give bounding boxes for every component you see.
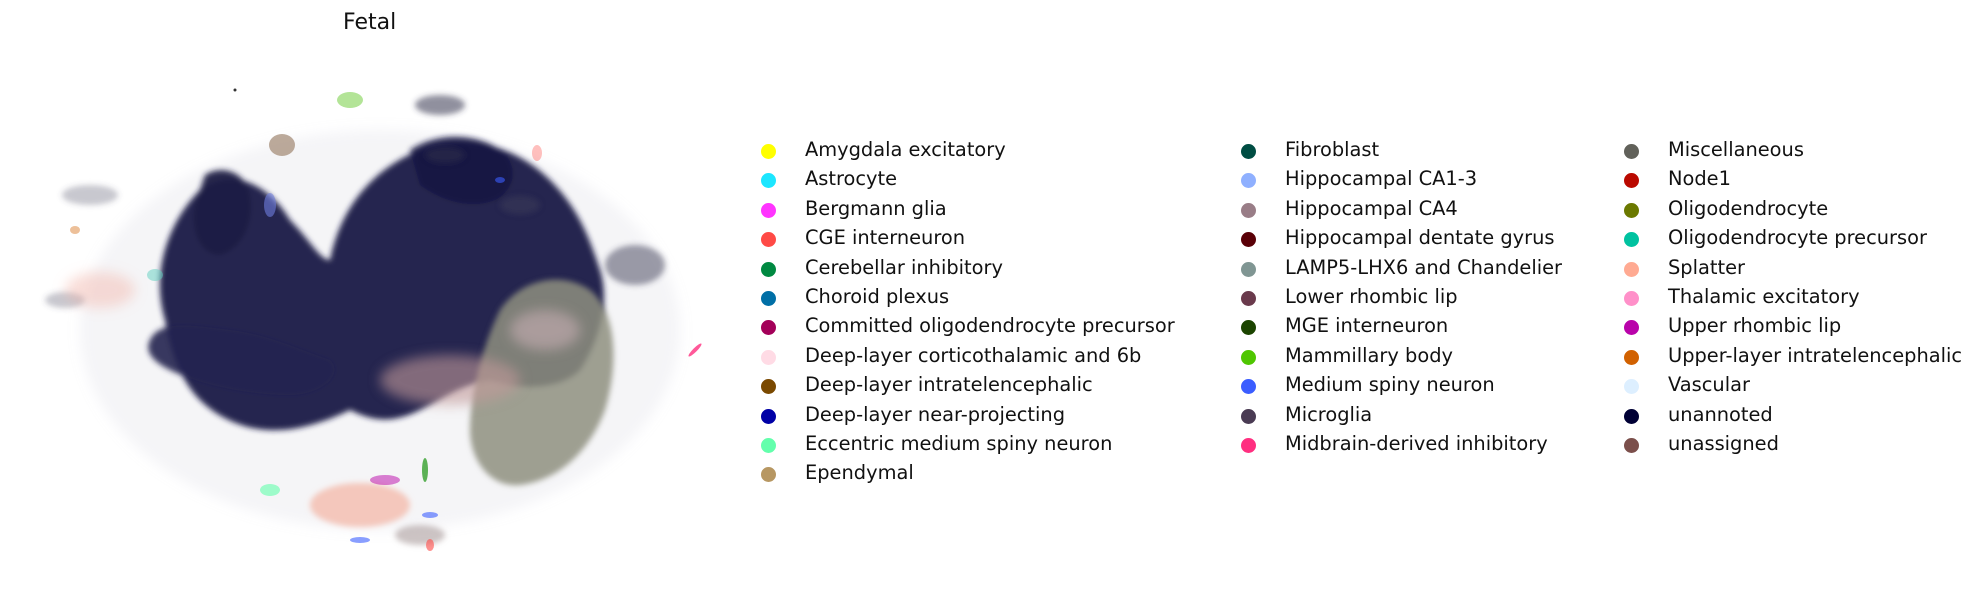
- legend-marker: [761, 467, 776, 483]
- legend-label: Committed oligodendrocyte precursor: [805, 314, 1175, 338]
- chart-title: Fetal: [343, 10, 397, 35]
- legend-label: unannoted: [1668, 402, 1773, 426]
- legend-label: Microglia: [1285, 402, 1373, 426]
- legend-marker: [761, 320, 776, 336]
- legend-marker: [761, 379, 776, 395]
- legend-label: unassigned: [1668, 431, 1779, 455]
- legend-marker: [761, 437, 776, 453]
- cluster-unannoted-islands: [45, 95, 665, 308]
- legend-marker: [1241, 408, 1256, 424]
- legend-marker: [1624, 379, 1639, 395]
- legend-label: Upper-layer intratelencephalic: [1668, 343, 1963, 367]
- legend-label: Hippocampal CA1-3: [1285, 167, 1478, 191]
- legend-label: Midbrain-derived inhibitory: [1285, 431, 1548, 455]
- umap-scatter-plot: [45, 88, 702, 551]
- legend-label: Oligodendrocyte precursor: [1668, 226, 1927, 250]
- legend-label: Medium spiny neuron: [1285, 373, 1495, 397]
- legend-marker: [1241, 320, 1256, 336]
- legend-label: Hippocampal dentate gyrus: [1285, 226, 1555, 250]
- legend-marker: [1624, 261, 1639, 277]
- legend-label: Miscellaneous: [1668, 138, 1804, 161]
- legend-label: CGE interneuron: [805, 226, 966, 250]
- legend-marker: [761, 349, 776, 365]
- legend-marker: [761, 173, 776, 189]
- legend-label: Lower rhombic lip: [1285, 284, 1458, 308]
- legend-label: Splatter: [1668, 255, 1745, 279]
- legend-marker: [1624, 144, 1639, 159]
- legend-label: Thalamic excitatory: [1668, 284, 1860, 308]
- legend-label: Cerebellar inhibitory: [805, 255, 1003, 279]
- legend-marker: [761, 408, 776, 424]
- legend-label: Choroid plexus: [805, 284, 950, 308]
- legend-marker: [761, 290, 776, 306]
- legend-marker: [761, 232, 776, 248]
- legend-marker: [1624, 232, 1639, 248]
- legend-marker: [1624, 320, 1639, 336]
- legend-marker: [1624, 173, 1639, 189]
- legend-label: Upper rhombic lip: [1668, 314, 1842, 338]
- legend-marker: [1624, 408, 1639, 424]
- legend-marker: [1241, 144, 1256, 159]
- legend-marker: [1241, 290, 1256, 306]
- legend-marker: [1241, 379, 1256, 395]
- legend-label: Vascular: [1668, 373, 1750, 397]
- legend-marker: [1241, 232, 1256, 248]
- legend-marker: [761, 202, 776, 218]
- legend-label: LAMP5-LHX6 and Chandelier: [1285, 255, 1562, 279]
- legend-label: MGE interneuron: [1285, 314, 1449, 338]
- legend-marker: [1624, 437, 1639, 453]
- legend-label: Deep-layer near-projecting: [805, 402, 1066, 426]
- legend-label: Bergmann glia: [805, 196, 947, 220]
- legend-marker: [761, 144, 776, 159]
- legend-label: Eccentric medium spiny neuron: [805, 431, 1113, 455]
- legend-label: Mammillary body: [1285, 343, 1454, 367]
- cluster-splatter: [310, 483, 445, 545]
- legend-marker: [1624, 290, 1639, 306]
- legend-label: Fibroblast: [1285, 138, 1380, 161]
- cluster-deep-layer-corticothalamic: [65, 272, 580, 405]
- legend-marker: [1241, 349, 1256, 365]
- legend-label: Deep-layer corticothalamic and 6b: [805, 343, 1142, 367]
- legend-marker: [1241, 437, 1256, 453]
- legend-label: Oligodendrocyte: [1668, 196, 1829, 220]
- legend-marker: [1624, 349, 1639, 365]
- legend-marker: [761, 261, 776, 277]
- legend-label: Ependymal: [805, 461, 914, 485]
- legend-marker: [1241, 173, 1256, 189]
- legend-label: Hippocampal CA4: [1285, 196, 1458, 220]
- cluster-small-islands: [70, 88, 702, 551]
- legend-marker: [1241, 202, 1256, 218]
- legend-marker: [1241, 261, 1256, 277]
- legend-label: Amygdala excitatory: [805, 138, 1006, 161]
- legend-label: Node1: [1668, 167, 1731, 191]
- legend-label: Deep-layer intratelencephalic: [805, 373, 1093, 397]
- legend-label: Astrocyte: [805, 167, 898, 191]
- legend-marker: [1624, 202, 1639, 218]
